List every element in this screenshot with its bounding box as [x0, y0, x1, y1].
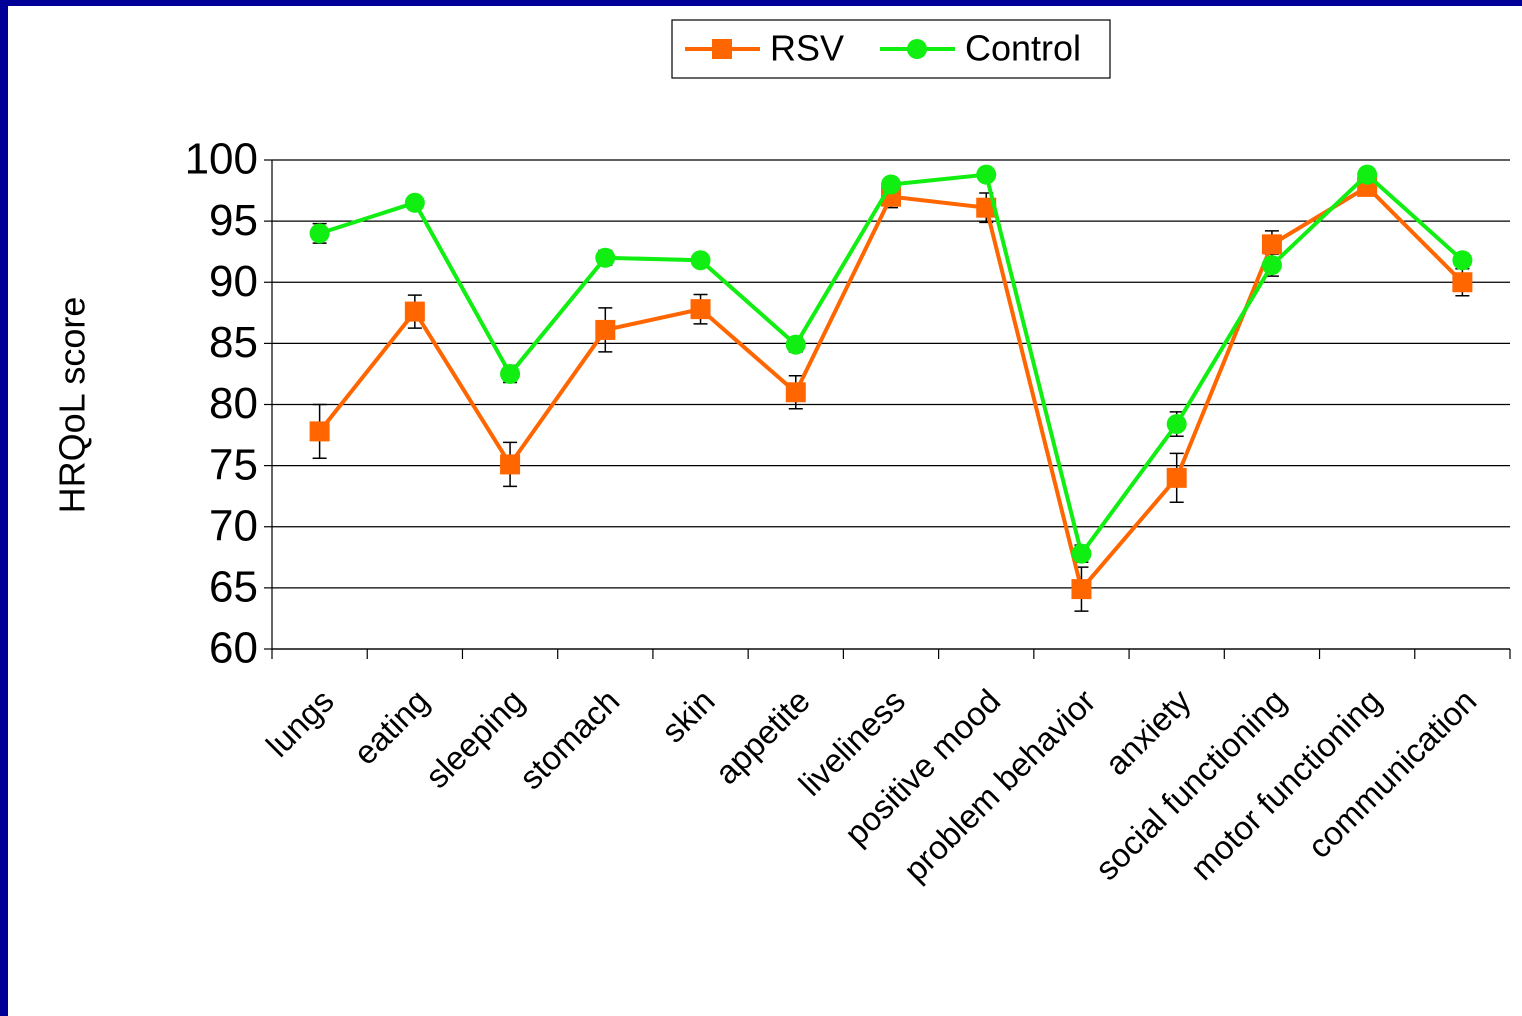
y-tick-label: 80 — [209, 379, 258, 428]
y-tick-label: 100 — [185, 135, 258, 184]
marker — [595, 247, 616, 268]
marker — [1452, 272, 1473, 293]
marker — [1452, 250, 1473, 271]
y-tick-label: 70 — [209, 501, 258, 550]
marker — [881, 174, 901, 195]
y-tick-label: 85 — [209, 318, 258, 367]
marker — [1071, 543, 1092, 564]
marker — [500, 454, 521, 475]
marker — [1071, 579, 1092, 600]
marker — [785, 382, 806, 403]
marker — [1261, 234, 1282, 255]
y-axis-label: HRQoL score — [52, 297, 93, 514]
marker — [309, 421, 330, 442]
legend-marker — [907, 39, 927, 59]
marker — [690, 299, 711, 320]
marker — [1357, 164, 1378, 185]
marker — [1166, 467, 1187, 488]
marker — [500, 363, 521, 384]
legend-label: Control — [965, 28, 1081, 69]
legend-marker — [712, 39, 732, 59]
marker — [1261, 255, 1282, 276]
y-tick-label: 95 — [209, 196, 258, 245]
marker — [976, 164, 997, 185]
marker — [404, 301, 425, 322]
slide-area — [8, 6, 1522, 1016]
y-tick-label: 65 — [209, 563, 258, 612]
y-tick-label: 90 — [209, 257, 258, 306]
marker — [595, 319, 616, 340]
y-tick-label: 60 — [209, 624, 258, 673]
y-tick-label: 75 — [209, 440, 258, 489]
legend-label: RSV — [770, 28, 844, 69]
marker — [1166, 414, 1187, 435]
marker — [785, 334, 806, 355]
marker — [404, 192, 425, 213]
marker — [309, 223, 330, 244]
marker — [690, 250, 711, 271]
